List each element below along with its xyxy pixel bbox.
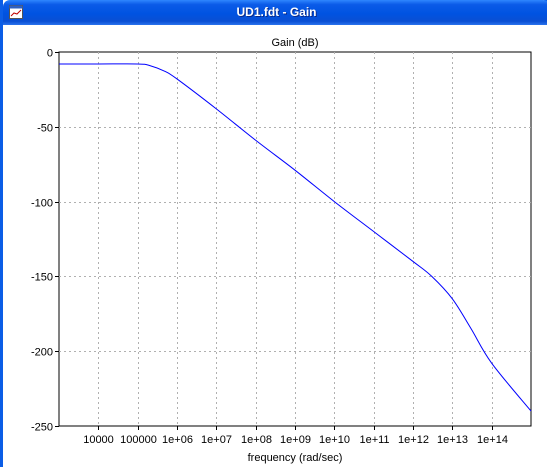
x-tick-label: 1e+11 — [359, 434, 389, 446]
x-tick-label: 1e+09 — [280, 434, 311, 446]
tick-labels: 10000 100000 1e+06 1e+07 1e+08 1e+09 1e+10 1e+1… — [31, 48, 508, 447]
x-tick-label: 100000 — [120, 434, 157, 446]
x-tick-label: 1e+08 — [241, 434, 272, 446]
title-bar[interactable]: UD1.fdt - Gain — [3, 0, 547, 25]
x-tick-label: 1e+10 — [319, 434, 350, 446]
chart-window-icon[interactable] — [9, 5, 23, 19]
gain-chart: Gain (dB) 10000 100000 1e+06 1e+07 1e+08 1e+0… — [6, 25, 547, 467]
y-tick-label: -150 — [31, 272, 53, 284]
y-tick-label: -250 — [31, 422, 53, 434]
x-tick-label: 1e+07 — [201, 434, 232, 446]
gain-plot: Gain (dB) 10000 100000 1e+06 1e+07 1e+08 1e+0… — [31, 37, 532, 464]
x-axis-label: frequency (rad/sec) — [248, 452, 343, 464]
chart-title: Gain (dB) — [271, 37, 318, 49]
x-tick-label: 1e+12 — [398, 434, 429, 446]
window-title: UD1.fdt - Gain — [236, 5, 317, 19]
x-tick-label: 1e+06 — [162, 434, 193, 446]
x-tick-label: 10000 — [83, 434, 114, 446]
gain-series-line — [59, 63, 532, 412]
x-tick-label: 1e+13 — [437, 434, 468, 446]
y-tick-label: -200 — [31, 347, 53, 359]
y-tick-label: -50 — [37, 123, 53, 135]
y-tick-label: 0 — [47, 48, 53, 60]
grid-lines — [55, 52, 531, 430]
x-tick-label: 1e+14 — [477, 434, 508, 446]
y-tick-label: -100 — [31, 198, 53, 210]
series-layer — [59, 63, 532, 412]
